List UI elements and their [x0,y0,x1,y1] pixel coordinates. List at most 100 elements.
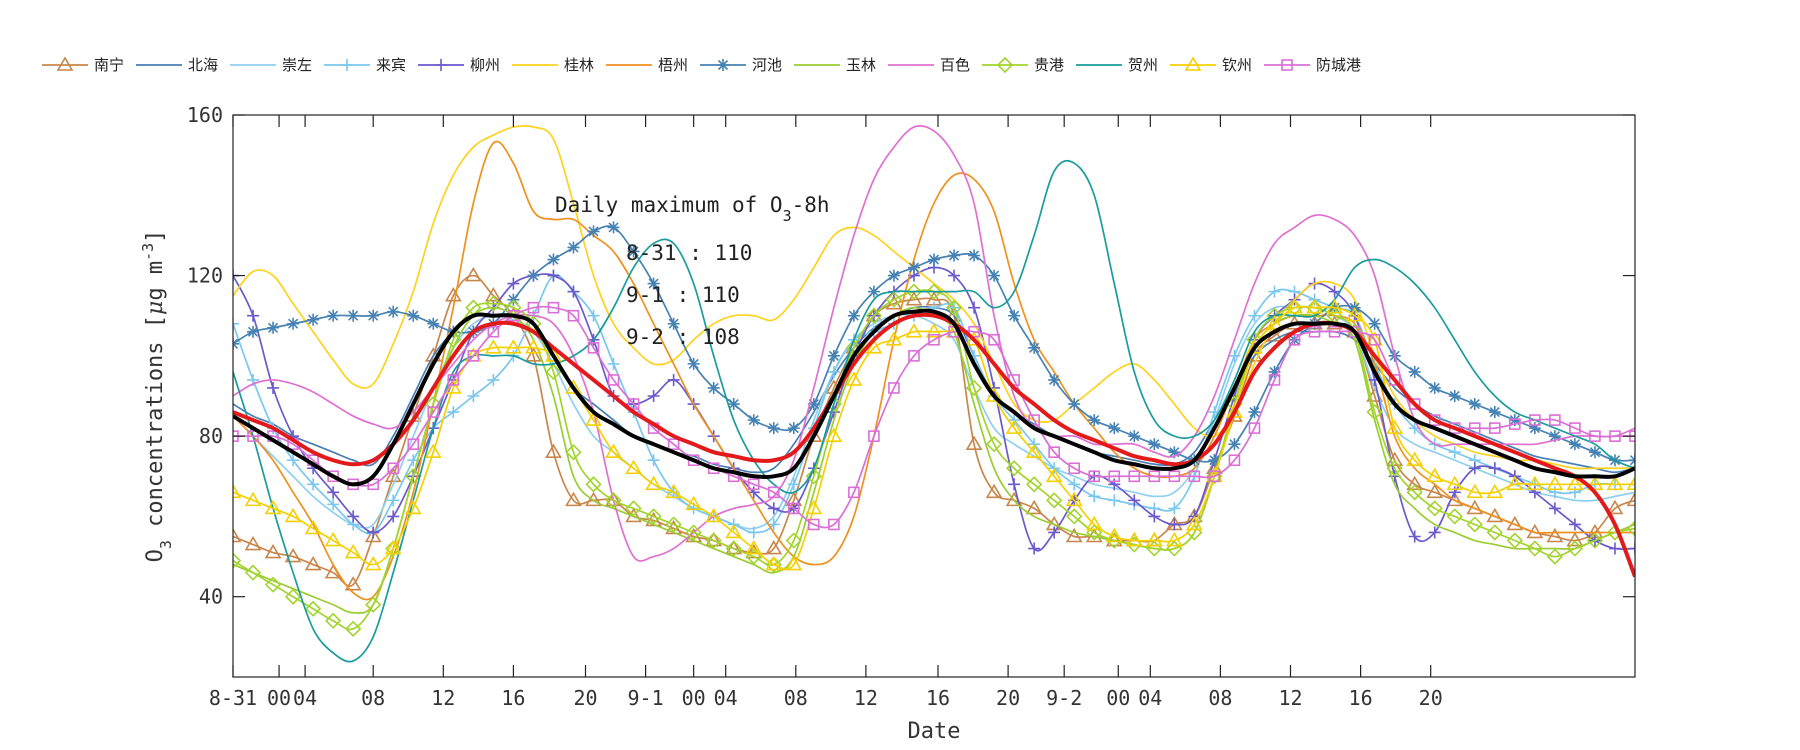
triangle-marker [1486,507,1504,523]
diamond-marker [1386,460,1403,477]
square-marker [467,350,480,362]
asterisk-marker [1588,446,1601,459]
diamond-marker [365,596,382,613]
square-marker [527,301,540,314]
y-tick-label: 80 [199,424,223,448]
triangle-marker [1266,315,1283,330]
asterisk-marker [427,317,440,330]
diamond-marker [885,291,903,308]
legend-label: 桂林 [564,56,594,74]
asterisk-marker [1228,438,1241,451]
plus-marker [1568,486,1581,499]
square-marker [808,518,820,531]
asterisk-marker [1408,365,1421,378]
series-line [233,124,1635,470]
diamond-marker [1566,540,1584,557]
triangle-marker [264,499,282,515]
plus-marker [1428,526,1441,539]
triangle-marker [785,556,803,571]
annotation-title: Daily maximum of O3-8h [555,193,830,225]
series-line [233,140,1635,601]
triangle-marker [1506,515,1524,531]
square-marker [1028,414,1040,426]
diamond-marker [785,532,802,549]
asterisk-marker [787,422,800,435]
square-marker [407,438,420,450]
square-marker [1348,325,1361,338]
diamond-marker [945,299,963,316]
asterisk-marker [667,317,680,330]
diamond-marker [545,363,562,381]
series-line [233,308,1635,487]
asterisk-marker [1448,390,1461,402]
triangle-marker [1226,403,1243,418]
asterisk-marker [407,309,420,322]
legend-item: 百色 [888,56,970,74]
asterisk-marker [1508,414,1521,427]
daily-max-annotation: Daily maximum of O3-8h 8-31 : 110 9-1 : … [555,193,830,349]
diamond-marker [244,564,262,581]
plus-marker [327,486,340,499]
diamond-marker [805,468,822,485]
square-marker [427,406,440,418]
triangle-marker [1406,451,1424,467]
square-marker [1428,414,1441,426]
legend-item: 贺州 [1076,56,1158,74]
diamond-marker [1506,532,1523,549]
plus-marker [247,309,260,322]
triangle-marker [925,323,943,338]
square-marker [888,382,900,394]
triangle-marker [1105,527,1123,543]
legend-item: 河池 [700,56,782,74]
plus-marker [467,390,480,402]
asterisk-marker [1428,381,1441,394]
square-marker [968,325,980,338]
diamond-marker [685,524,702,541]
diamond-marker [325,612,342,629]
x-tick-label: 00 [682,686,706,710]
triangle-marker [565,491,582,507]
diamond-marker [1366,403,1383,421]
triangle-marker [1045,467,1063,483]
triangle-marker [424,443,442,459]
series-钦州 [233,299,1635,571]
square-marker [1088,470,1101,483]
plus-marker [1608,542,1621,555]
diamond-marker [1466,516,1483,533]
triangle-marker [1626,491,1635,507]
triangle-marker [1346,307,1363,322]
square-marker [1288,333,1301,346]
triangle-marker [344,576,362,591]
asterisk-marker [267,321,280,334]
plus-marker [1268,285,1281,298]
legend: 南宁 北海 崇左 来宾 柳州 桂林 梧州 河池 玉林 百色 贵港 贺州 钦州 防城港 [42,56,1361,74]
triangle-marker [1626,475,1635,491]
triangle-marker [1406,475,1424,491]
series-line-15 [233,308,1635,487]
plus-marker [287,454,300,467]
triangle-marker [244,491,262,507]
series-桂林 [233,124,1635,470]
series-line [233,159,1635,663]
annotation-line-2: 9-1 : 110 [626,283,740,307]
plus-marker [1568,518,1581,531]
square-marker [487,325,500,338]
diamond-marker [1586,532,1604,549]
legend-item: 钦州 [1170,56,1252,74]
legend-label: 柳州 [470,56,500,74]
legend-item: 来宾 [324,56,406,74]
diamond-marker [385,540,402,557]
triangle-marker [324,531,342,547]
plus-marker [1488,462,1501,475]
series-贺州 [233,159,1635,663]
square-marker [747,478,760,491]
plus-marker [1448,486,1461,499]
asterisk-marker [907,261,920,274]
x-tick-label: 00 [267,686,291,710]
x-tick-label: 20 [996,686,1020,710]
triangle-marker [1246,339,1263,354]
plus-marker [547,269,560,282]
asterisk-marker [807,398,820,411]
series-layer [233,124,1635,663]
x-tick-label: 16 [926,686,950,710]
